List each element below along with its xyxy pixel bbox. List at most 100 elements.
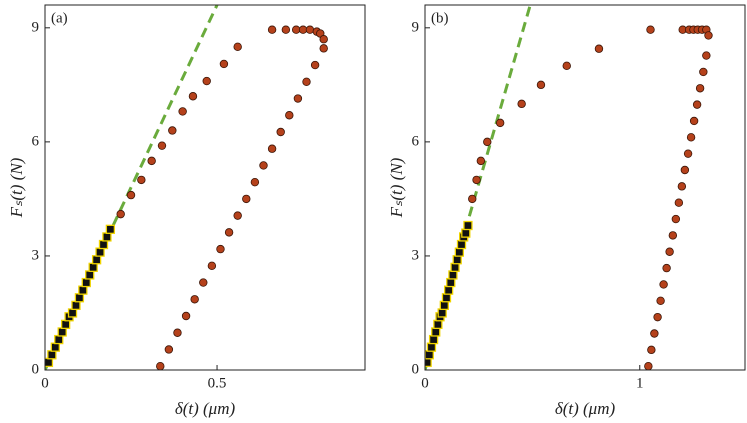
x-axis-label: δ(t) (μm) xyxy=(555,399,616,418)
square-point xyxy=(78,285,88,295)
square-point xyxy=(95,247,105,257)
circle-point xyxy=(168,126,177,135)
circle-point xyxy=(483,137,492,147)
circle-point xyxy=(319,35,328,44)
square-point xyxy=(448,270,458,280)
circle-point xyxy=(562,61,571,71)
square-point xyxy=(45,357,54,368)
square-point xyxy=(47,350,57,360)
circle-point xyxy=(267,144,277,153)
axes-box xyxy=(44,4,366,371)
y-tick-label: 3 xyxy=(412,247,420,263)
square-point xyxy=(81,277,91,288)
plot-area xyxy=(45,5,328,370)
circle-point xyxy=(704,31,713,40)
square-point xyxy=(463,220,473,231)
square-point xyxy=(441,293,452,303)
circle-point xyxy=(319,44,328,53)
x-tick-label: 1 xyxy=(636,375,644,391)
circle-point xyxy=(656,296,665,306)
square-point xyxy=(426,342,437,352)
x-tick-label: 0 xyxy=(41,375,49,391)
circle-point xyxy=(305,25,315,34)
circle-point xyxy=(181,311,191,321)
circle-point xyxy=(224,228,234,237)
square-point xyxy=(60,319,71,330)
circle-point xyxy=(647,345,656,355)
circle-point xyxy=(202,76,211,86)
circle-point xyxy=(298,25,308,34)
circle-point xyxy=(653,312,662,322)
circle-point xyxy=(692,100,702,109)
circle-point xyxy=(250,177,260,187)
square-point xyxy=(454,247,465,257)
circle-point xyxy=(683,149,693,158)
circle-point xyxy=(267,25,277,34)
square-point xyxy=(54,334,64,345)
y-tick-label: 0 xyxy=(412,361,420,377)
circle-point xyxy=(468,194,477,204)
square-point xyxy=(102,232,112,242)
square-point xyxy=(71,300,81,311)
circle-point xyxy=(157,141,167,150)
square-point xyxy=(439,300,449,311)
circle-point xyxy=(668,231,678,240)
square-point xyxy=(446,277,456,288)
circle-point xyxy=(116,209,125,219)
circle-point xyxy=(126,190,136,200)
circle-point xyxy=(156,361,165,370)
circle-point xyxy=(659,280,668,289)
circle-point xyxy=(216,244,225,254)
y-axis-label: Fₛ(t) (N) xyxy=(7,157,26,218)
square-point xyxy=(57,327,67,337)
panel-label: (b) xyxy=(431,10,449,26)
circle-point xyxy=(644,361,653,370)
circle-point xyxy=(665,247,674,256)
axes-box xyxy=(424,4,746,371)
square-point xyxy=(433,319,443,330)
square-point xyxy=(443,285,454,295)
y-tick-label: 9 xyxy=(32,19,40,35)
circle-point xyxy=(233,42,242,52)
y-axis-label: Fₛ(t) (N) xyxy=(387,157,406,218)
circle-point xyxy=(699,67,708,77)
square-point xyxy=(98,239,109,250)
circle-point xyxy=(207,261,217,271)
square-point xyxy=(91,255,102,265)
circle-point xyxy=(702,51,711,60)
square-point xyxy=(67,308,78,318)
circle-point xyxy=(188,92,198,101)
circle-point xyxy=(137,175,146,185)
circle-point xyxy=(242,194,251,204)
circle-point xyxy=(671,214,681,224)
circle-point xyxy=(536,80,546,90)
square-point xyxy=(50,342,60,352)
y-tick-label: 3 xyxy=(32,247,40,263)
y-tick-label: 0 xyxy=(32,361,40,377)
circle-point xyxy=(302,77,311,87)
circle-point xyxy=(233,211,242,220)
circle-point xyxy=(495,118,505,128)
panel-label: (a) xyxy=(51,10,68,26)
circle-point xyxy=(173,328,182,337)
y-tick-label: 6 xyxy=(412,133,420,149)
circle-point xyxy=(178,107,187,116)
circle-point xyxy=(310,60,320,70)
square-point xyxy=(437,308,447,318)
circle-point xyxy=(674,198,684,207)
circle-point xyxy=(276,127,285,137)
square-point xyxy=(450,262,460,272)
circle-point xyxy=(199,278,208,287)
square-point xyxy=(74,293,85,303)
square-point xyxy=(105,224,116,234)
circle-point xyxy=(517,99,526,109)
circle-point xyxy=(147,156,156,166)
circle-point xyxy=(662,263,671,273)
x-tick-label: 0 xyxy=(421,375,429,391)
circle-point xyxy=(646,25,655,34)
circle-point xyxy=(281,25,291,34)
square-point xyxy=(425,357,432,368)
panel: 0 3 6 9 0 1 (b) δ(t) (μm) Fₛ(t) (N) xyxy=(387,4,746,418)
square-point xyxy=(456,239,467,250)
x-axis-label: δ(t) (μm) xyxy=(175,399,236,418)
